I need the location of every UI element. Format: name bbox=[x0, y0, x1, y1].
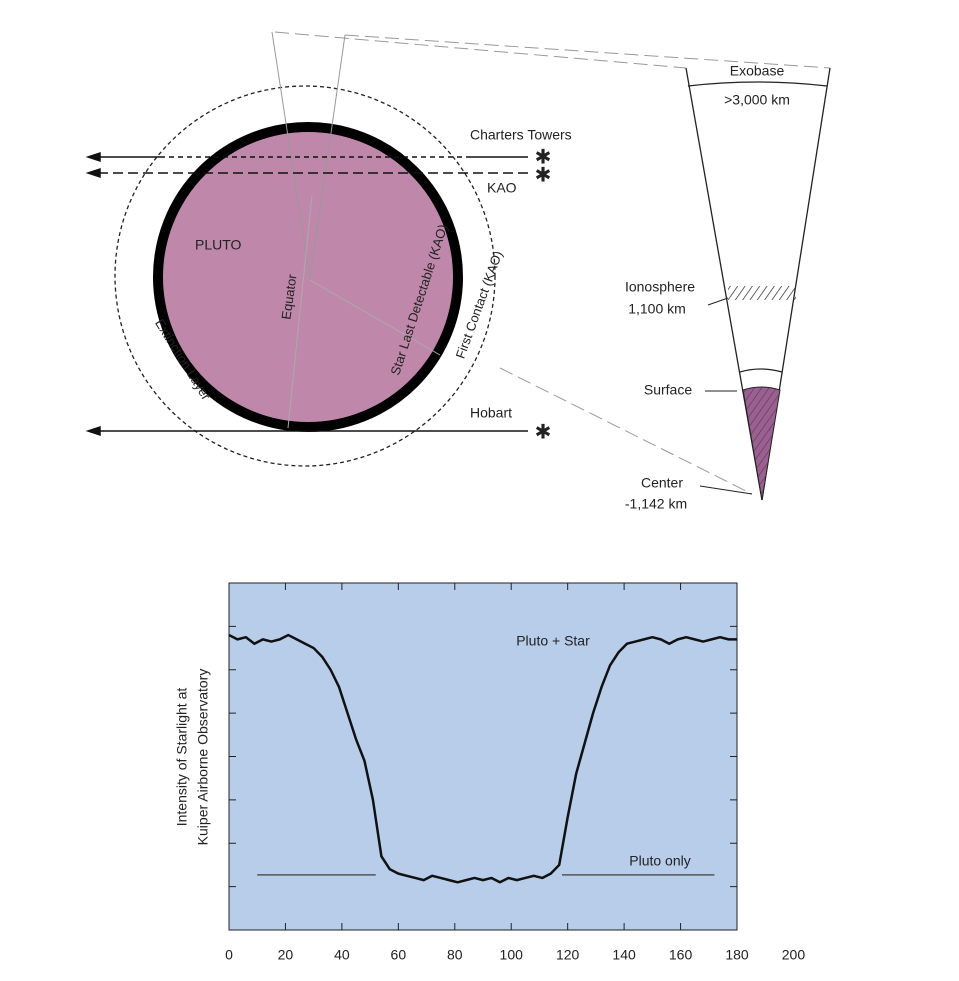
surface-label: Surface bbox=[644, 382, 692, 398]
ionosphere-label: Ionosphere bbox=[625, 279, 695, 295]
x-tick-label: 180 bbox=[725, 947, 749, 963]
exobase-label: Exobase bbox=[730, 63, 785, 79]
atmosphere-cone bbox=[686, 68, 830, 500]
y-axis-label: Intensity of Starlight at bbox=[174, 688, 190, 827]
star-icon: ✱ bbox=[535, 421, 552, 443]
plot-area bbox=[229, 583, 737, 930]
y-axis-label: Kuiper Airborne Observatory bbox=[195, 669, 211, 846]
ionosphere-altitude: 1,100 km bbox=[628, 301, 686, 317]
light-curve-chart: 0 20 40 60 80 100 120 140 160 180 200 Intensity of … bbox=[174, 583, 806, 963]
x-tick-label: 140 bbox=[612, 947, 636, 963]
station-label: Hobart bbox=[470, 405, 512, 421]
star-icon: ✱ bbox=[535, 164, 552, 186]
x-tick-label: 100 bbox=[500, 947, 524, 963]
x-tick-label: 0 bbox=[225, 947, 233, 963]
projection-line bbox=[275, 32, 686, 68]
center-altitude: -1,142 km bbox=[625, 496, 687, 512]
x-tick-label: 120 bbox=[556, 947, 580, 963]
x-tick-label: 80 bbox=[447, 947, 463, 963]
x-tick-label: 20 bbox=[278, 947, 294, 963]
x-tick-label: 60 bbox=[391, 947, 407, 963]
exobase-altitude: >3,000 km bbox=[724, 92, 790, 108]
pluto-label: PLUTO bbox=[195, 237, 242, 253]
x-tick-label: 160 bbox=[669, 947, 693, 963]
pluto-diagram: ✱ ✱ ✱ Charters Towers KAO Hobart PLUTO E… bbox=[88, 32, 830, 512]
series-annotation: Pluto + Star bbox=[516, 633, 590, 649]
station-label: KAO bbox=[487, 180, 517, 196]
x-tick-label: 200 bbox=[782, 947, 806, 963]
center-label: Center bbox=[641, 475, 683, 491]
series-annotation: Pluto only bbox=[629, 853, 690, 869]
figure: ✱ ✱ ✱ Charters Towers KAO Hobart PLUTO E… bbox=[0, 0, 959, 981]
x-tick-label: 40 bbox=[334, 947, 350, 963]
station-label: Charters Towers bbox=[470, 127, 572, 143]
